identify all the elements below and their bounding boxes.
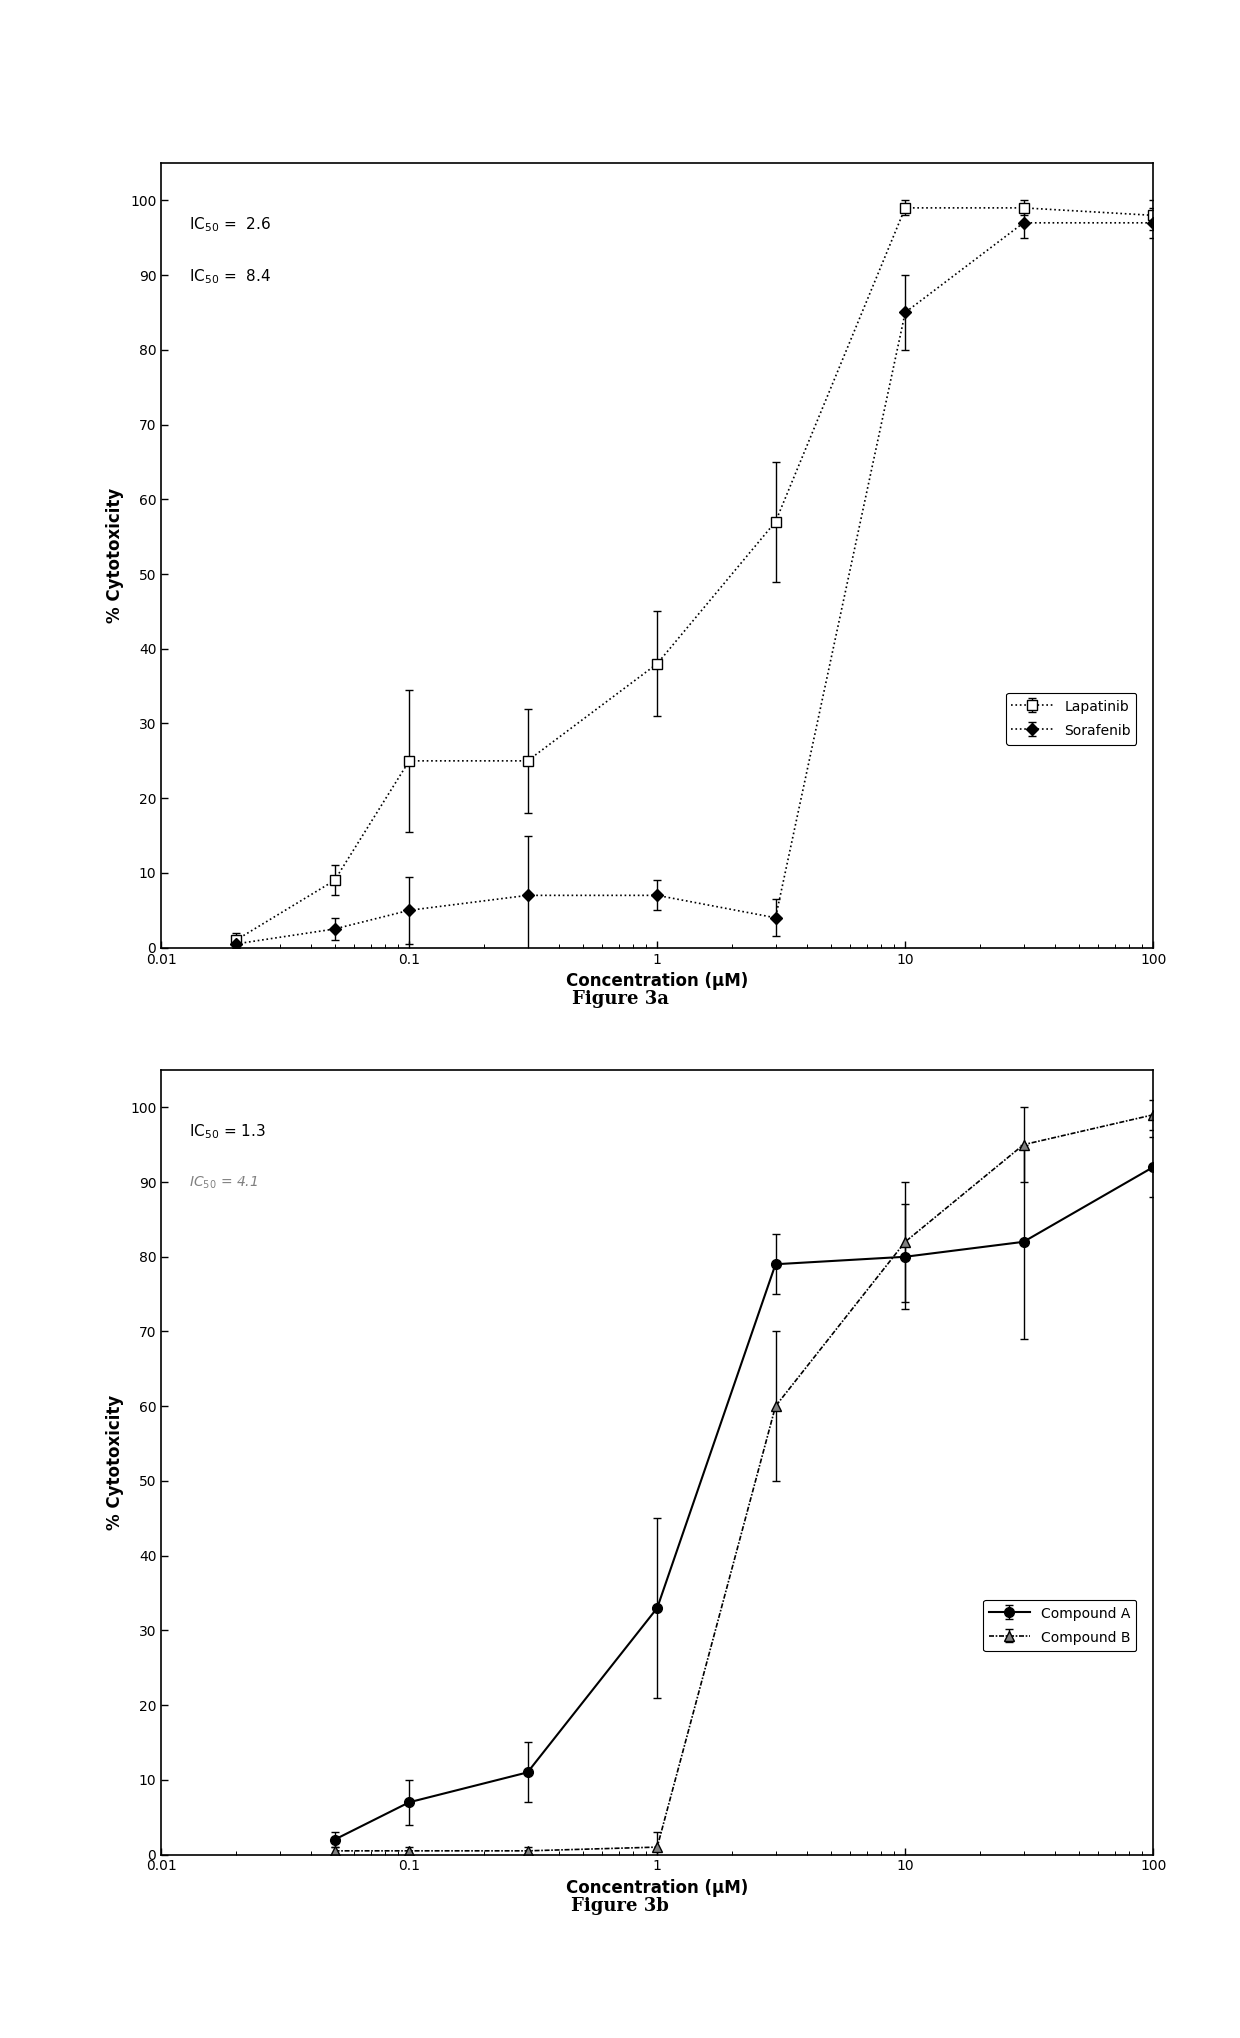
Y-axis label: % Cytotoxicity: % Cytotoxicity — [107, 1394, 124, 1531]
Y-axis label: % Cytotoxicity: % Cytotoxicity — [107, 487, 124, 624]
Text: Figure 3a: Figure 3a — [572, 990, 668, 1007]
Text: IC$_{50}$ = 1.3: IC$_{50}$ = 1.3 — [190, 1123, 267, 1141]
Text: IC$_{50}$ =  2.6: IC$_{50}$ = 2.6 — [190, 216, 272, 234]
Legend: Compound A, Compound B: Compound A, Compound B — [983, 1600, 1136, 1651]
Text: IC$_{50}$ =  8.4: IC$_{50}$ = 8.4 — [190, 267, 272, 287]
Text: Figure 3b: Figure 3b — [572, 1897, 668, 1914]
X-axis label: Concentration (μM): Concentration (μM) — [567, 972, 748, 990]
Text: IC$_{50}$ = 4.1: IC$_{50}$ = 4.1 — [190, 1174, 259, 1190]
Legend: Lapatinib, Sorafenib: Lapatinib, Sorafenib — [1006, 693, 1136, 744]
X-axis label: Concentration (μM): Concentration (μM) — [567, 1879, 748, 1897]
